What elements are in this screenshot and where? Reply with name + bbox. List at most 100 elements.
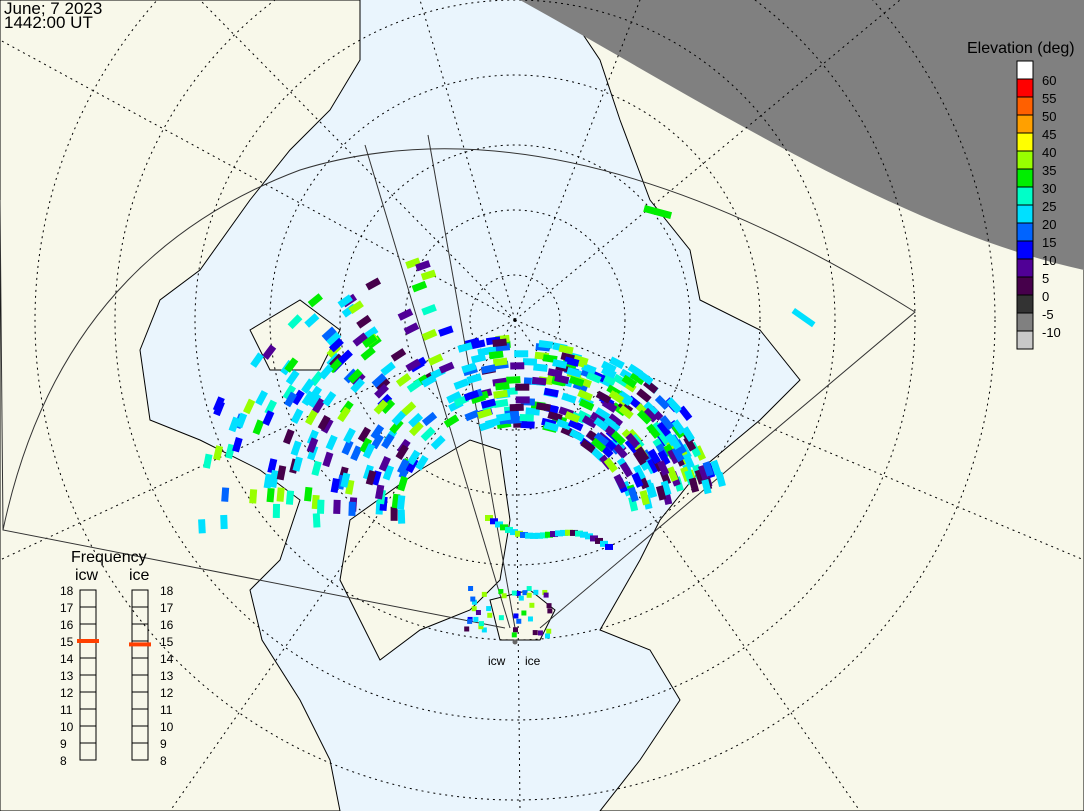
backscatter-cell [317,414,331,431]
backscatter-cell [478,621,484,627]
backscatter-cell [438,361,455,374]
backscatter-cell [529,602,535,608]
backscatter-cell [318,364,334,380]
backscatter-cell [601,366,617,379]
backscatter-cell [352,332,368,347]
backscatter-cell [420,269,437,281]
backscatter-cell [522,590,528,596]
frequency-tick-label: 12 [60,686,74,700]
backscatter-cell [581,362,597,375]
colorbar-tick-label: 0 [1042,289,1050,304]
backscatter-cell [405,358,422,372]
frequency-tick-label: 14 [160,652,174,666]
backscatter-cell [600,540,608,547]
frequency-tick-label: 11 [60,703,73,717]
backscatter-cell [466,373,482,384]
night-region [520,0,1084,270]
backscatter-cell [659,415,674,431]
backscatter-cell [390,506,398,521]
backscatter-cell [350,372,366,387]
backscatter-cell [290,440,302,456]
colorbar-swatch [1016,114,1034,134]
backscatter-cell [505,526,513,533]
backscatter-cell [304,486,313,502]
frequency-tick-label: 9 [160,737,167,751]
frequency-tick-label: 13 [60,669,74,683]
colorbar-swatch [1016,150,1034,170]
backscatter-cell [493,398,509,409]
backscatter-cell [627,486,639,503]
backscatter-cell [613,473,627,490]
backscatter-cell [213,445,224,461]
backscatter-cell [667,448,680,465]
backscatter-cell [443,414,460,428]
backscatter-cell [381,433,395,450]
backscatter-cell [359,437,373,454]
backscatter-cell [619,461,634,478]
colorbar-tick-label: 25 [1042,199,1057,214]
backscatter-cell [357,426,372,443]
backscatter-cell [657,460,670,476]
backscatter-cell [457,342,473,353]
backscatter-cell [467,618,473,624]
backscatter-cell [710,459,722,476]
colorbar-swatch [1016,60,1034,80]
frequency-marker-ice [129,642,151,647]
backscatter-cell [284,357,299,373]
backscatter-cell [430,435,446,450]
colorbar-tick-label: 40 [1042,145,1057,160]
colorbar-tick-label: 15 [1042,235,1057,250]
backscatter-cell [621,374,638,389]
colorbar-tick-label: 20 [1042,217,1057,232]
backscatter-cell [564,356,580,367]
backscatter-cell [347,368,363,384]
backscatter-cell [330,478,340,494]
frequency-tick-label: 18 [60,584,74,598]
backscatter-cell [249,489,258,504]
frequency-tick-label: 17 [160,601,174,615]
backscatter-cell [269,469,279,485]
backscatter-cell [636,388,652,403]
colorbar-swatch [1016,78,1034,98]
colorbar-tick-label: 60 [1042,73,1057,88]
backscatter-cell [519,414,534,422]
backscatter-cell [470,353,487,364]
backscatter-cell [415,455,429,471]
colorbar-swatch [1016,204,1034,224]
backscatter-cell [380,399,396,414]
backscatter-cell [262,410,275,426]
backscatter-cell [397,308,414,321]
backscatter-cell [566,367,582,378]
backscatter-cell [290,408,304,424]
backscatter-cell [555,418,572,431]
backscatter-cell [515,591,521,597]
colorbar-swatch [1016,222,1034,242]
backscatter-cell [683,435,697,452]
backscatter-cell [510,362,525,370]
time-label: 1442:00 UT [4,13,93,32]
backscatter-cell [678,405,693,421]
backscatter-cell [525,532,533,539]
backscatter-cell [305,409,318,426]
backscatter-cell [438,325,454,337]
backscatter-cell [470,596,476,602]
backscatter-cell [202,453,213,469]
backscatter-cell [453,378,470,390]
backscatter-cell [225,443,236,459]
backscatter-cell [578,398,595,411]
backscatter-cell [350,377,365,393]
backscatter-cell [337,294,353,309]
backscatter-cell [317,499,325,514]
backscatter-cell [631,472,644,488]
backscatter-cell [558,344,574,355]
backscatter-cell [407,449,421,466]
backscatter-cell [542,589,548,595]
backscatter-cell [521,610,527,616]
backscatter-cell [531,376,547,386]
backscatter-cell [506,376,521,384]
backscatter-cell [362,464,374,481]
backscatter-cell [490,518,498,525]
backscatter-cell [522,358,538,366]
backscatter-cell [415,260,431,272]
